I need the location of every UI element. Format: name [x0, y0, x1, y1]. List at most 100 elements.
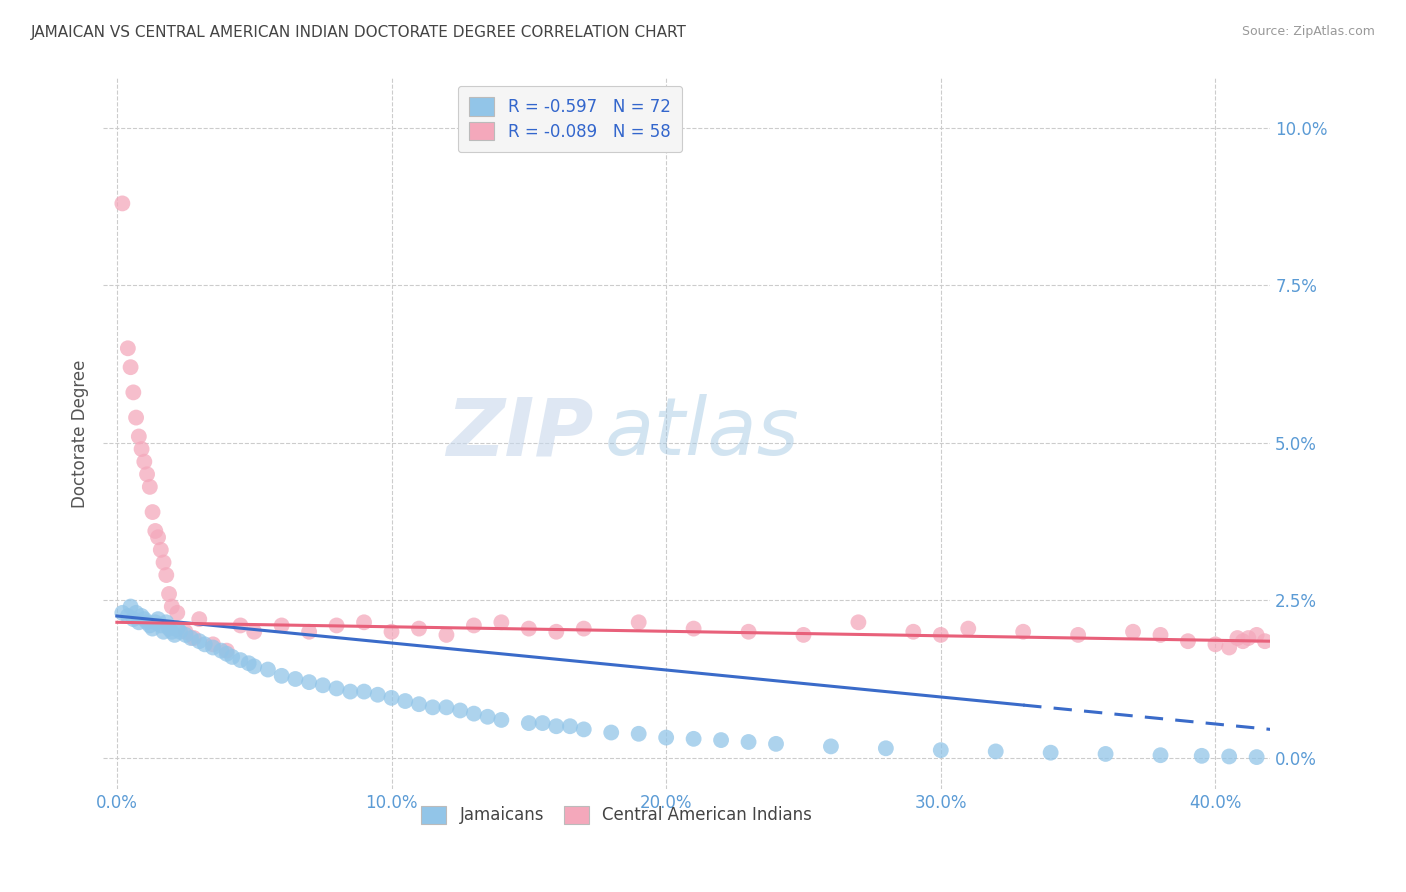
- Point: [120, 360, 142, 375]
- Point: [139, 618, 162, 632]
- Point: [380, 624, 402, 639]
- Point: [436, 628, 458, 642]
- Point: [1149, 628, 1171, 642]
- Point: [339, 684, 361, 698]
- Point: [134, 612, 156, 626]
- Point: [180, 631, 202, 645]
- Text: JAMAICAN VS CENTRAL AMERICAN INDIAN DOCTORATE DEGREE CORRELATION CHART: JAMAICAN VS CENTRAL AMERICAN INDIAN DOCT…: [31, 25, 686, 40]
- Point: [546, 719, 568, 733]
- Point: [111, 196, 134, 211]
- Point: [1094, 747, 1116, 761]
- Point: [128, 615, 150, 630]
- Point: [517, 622, 540, 636]
- Point: [298, 675, 321, 690]
- Point: [380, 690, 402, 705]
- Point: [134, 455, 156, 469]
- Point: [627, 615, 650, 630]
- Point: [1218, 640, 1240, 655]
- Point: [139, 480, 162, 494]
- Point: [600, 725, 623, 739]
- Point: [183, 631, 205, 645]
- Point: [710, 733, 733, 747]
- Point: [160, 624, 183, 639]
- Point: [270, 669, 292, 683]
- Point: [353, 684, 375, 698]
- Point: [257, 663, 280, 677]
- Y-axis label: Doctorate Degree: Doctorate Degree: [72, 359, 89, 508]
- Point: [820, 739, 842, 754]
- Point: [117, 609, 139, 624]
- Point: [188, 634, 211, 648]
- Point: [737, 735, 759, 749]
- Point: [284, 672, 307, 686]
- Point: [792, 628, 814, 642]
- Point: [155, 615, 177, 630]
- Point: [136, 615, 159, 630]
- Point: [1149, 748, 1171, 763]
- Point: [929, 743, 952, 757]
- Point: [166, 622, 188, 636]
- Point: [682, 731, 704, 746]
- Point: [655, 731, 678, 745]
- Point: [1122, 624, 1144, 639]
- Point: [957, 622, 980, 636]
- Point: [1012, 624, 1035, 639]
- Point: [1254, 634, 1277, 648]
- Text: ZIP: ZIP: [446, 394, 593, 473]
- Point: [531, 716, 554, 731]
- Point: [463, 618, 485, 632]
- Point: [491, 615, 513, 630]
- Point: [1246, 750, 1268, 764]
- Point: [325, 681, 347, 696]
- Point: [136, 467, 159, 482]
- Point: [157, 587, 180, 601]
- Point: [1218, 749, 1240, 764]
- Point: [517, 716, 540, 731]
- Point: [128, 429, 150, 443]
- Point: [477, 710, 499, 724]
- Point: [143, 615, 166, 630]
- Point: [142, 622, 165, 636]
- Point: [463, 706, 485, 721]
- Point: [149, 618, 172, 632]
- Point: [1237, 631, 1260, 645]
- Point: [125, 410, 148, 425]
- Point: [558, 719, 581, 733]
- Point: [367, 688, 389, 702]
- Point: [149, 542, 172, 557]
- Point: [1246, 628, 1268, 642]
- Point: [572, 723, 595, 737]
- Point: [238, 657, 260, 671]
- Point: [215, 643, 238, 657]
- Text: Source: ZipAtlas.com: Source: ZipAtlas.com: [1241, 25, 1375, 38]
- Point: [122, 612, 145, 626]
- Point: [353, 615, 375, 630]
- Point: [157, 622, 180, 636]
- Point: [166, 606, 188, 620]
- Point: [298, 624, 321, 639]
- Point: [117, 341, 139, 355]
- Point: [209, 643, 232, 657]
- Point: [111, 606, 134, 620]
- Point: [160, 599, 183, 614]
- Point: [449, 704, 471, 718]
- Point: [229, 618, 252, 632]
- Point: [169, 624, 191, 639]
- Point: [422, 700, 444, 714]
- Point: [491, 713, 513, 727]
- Point: [201, 637, 224, 651]
- Point: [737, 624, 759, 639]
- Point: [408, 622, 430, 636]
- Point: [627, 727, 650, 741]
- Point: [215, 647, 238, 661]
- Point: [875, 741, 897, 756]
- Point: [155, 568, 177, 582]
- Point: [1177, 634, 1199, 648]
- Point: [572, 622, 595, 636]
- Point: [243, 624, 266, 639]
- Point: [174, 624, 197, 639]
- Point: [436, 700, 458, 714]
- Point: [1067, 628, 1090, 642]
- Point: [325, 618, 347, 632]
- Point: [243, 659, 266, 673]
